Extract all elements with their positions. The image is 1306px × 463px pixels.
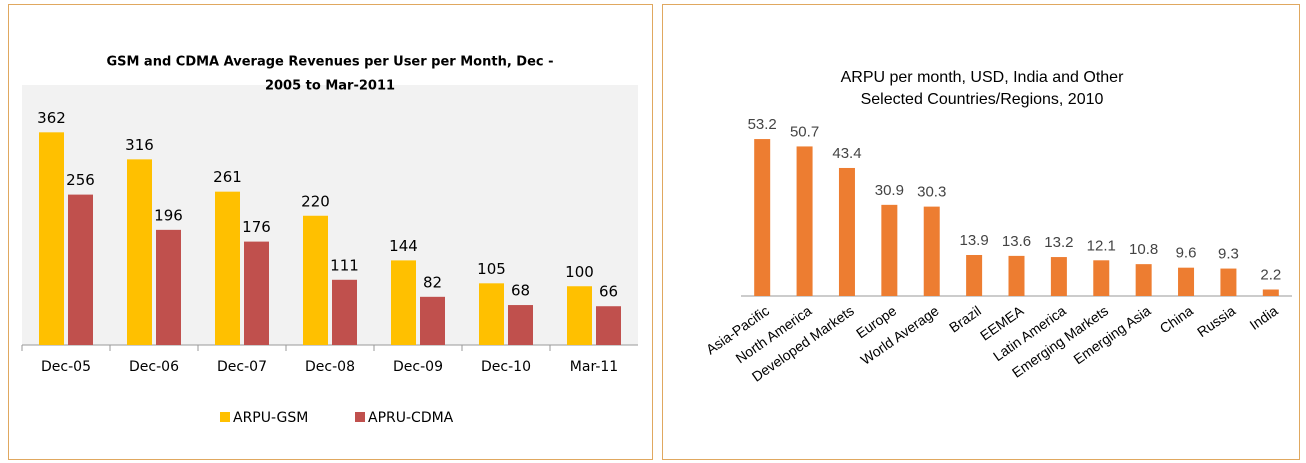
data-label: 50.7	[790, 123, 819, 140]
plot-area	[22, 85, 638, 345]
bar	[1008, 255, 1025, 296]
bar	[1135, 264, 1152, 296]
chart-title: ARPU per month, USD, India and Other	[841, 69, 1124, 86]
data-label: 105	[477, 260, 506, 278]
x-tick-label: Dec-05	[41, 359, 91, 375]
chart-title: GSM and CDMA Average Revenues per User p…	[106, 55, 553, 70]
bar	[923, 206, 940, 296]
bar	[68, 194, 93, 345]
bar	[508, 305, 533, 345]
bar	[1178, 267, 1195, 296]
bar	[39, 132, 64, 345]
x-tick-label: Dec-08	[305, 359, 355, 375]
legend-label: ARPU-GSM	[233, 410, 308, 426]
bar	[838, 167, 855, 296]
data-label: 256	[66, 171, 95, 189]
bar	[1220, 268, 1237, 296]
data-label: 144	[389, 237, 418, 255]
x-tick-label: Dec-10	[481, 359, 531, 375]
bar	[754, 139, 771, 296]
data-label: 9.6	[1176, 245, 1197, 262]
data-label: 261	[213, 168, 242, 186]
bar	[966, 254, 983, 296]
data-label: 30.9	[875, 182, 904, 199]
bar	[567, 286, 592, 345]
data-label: 176	[242, 218, 271, 236]
legend-label: APRU-CDMA	[368, 410, 454, 426]
bar	[391, 260, 416, 345]
bar	[1050, 257, 1067, 296]
bar	[1262, 289, 1279, 296]
data-label: 111	[330, 256, 359, 274]
data-label: 13.6	[1002, 233, 1031, 250]
data-label: 196	[154, 206, 183, 224]
data-label: 68	[511, 282, 530, 300]
data-label: 12.1	[1087, 237, 1116, 254]
legend-swatch	[355, 412, 365, 422]
data-label: 2.2	[1260, 266, 1281, 283]
data-label: 100	[565, 263, 594, 281]
bar	[332, 279, 357, 345]
data-label: 30.3	[917, 184, 946, 201]
bar	[479, 283, 504, 345]
x-tick-label: Mar-11	[570, 359, 618, 375]
data-label: 13.9	[960, 232, 989, 249]
x-tick-label: Dec-09	[393, 359, 443, 375]
bar	[420, 296, 445, 345]
data-label: 13.2	[1044, 234, 1073, 251]
legend-swatch	[220, 412, 230, 422]
x-tick-label: Dec-06	[129, 359, 179, 375]
data-label: 362	[37, 109, 66, 127]
x-tick-label: Dec-07	[217, 359, 267, 375]
bar	[596, 306, 621, 345]
bar	[303, 215, 328, 345]
bar	[796, 146, 813, 296]
data-label: 316	[125, 136, 154, 154]
data-label: 9.3	[1218, 246, 1239, 263]
data-label: 66	[599, 283, 618, 301]
data-label: 43.4	[832, 145, 861, 162]
data-label: 220	[301, 192, 330, 210]
bar	[1093, 260, 1110, 296]
bar	[127, 159, 152, 345]
data-label: 82	[423, 273, 442, 291]
data-label: 53.2	[748, 116, 777, 133]
bar	[156, 229, 181, 345]
chart-title: Selected Countries/Regions, 2010	[861, 91, 1104, 108]
bar	[244, 241, 269, 345]
bar	[881, 204, 898, 296]
chart-title: 2005 to Mar-2011	[265, 79, 395, 94]
bar	[215, 191, 240, 345]
data-label: 10.8	[1129, 241, 1158, 258]
